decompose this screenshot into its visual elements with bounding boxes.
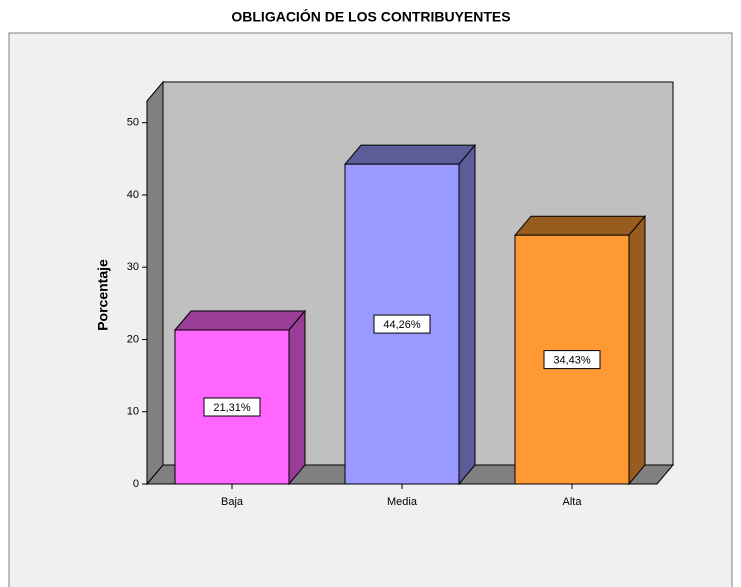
x-tick-label: Media bbox=[387, 496, 418, 508]
y-tick-label: 20 bbox=[127, 333, 139, 345]
y-tick-label: 0 bbox=[133, 478, 139, 490]
x-tick-label: Alta bbox=[563, 496, 583, 508]
y-tick-label: 50 bbox=[127, 117, 139, 129]
bar-top bbox=[173, 310, 307, 331]
value-label: 21,31% bbox=[213, 402, 251, 414]
y-axis-title: Porcentaje bbox=[95, 259, 111, 331]
bar-side bbox=[628, 214, 646, 486]
chart-title: OBLIGACIÓN DE LOS CONTRIBUYENTES bbox=[231, 8, 510, 25]
bar-side bbox=[458, 143, 476, 486]
bar-top bbox=[513, 215, 647, 236]
y-tick-label: 10 bbox=[127, 406, 139, 418]
bar-top bbox=[343, 144, 477, 165]
value-label-box bbox=[373, 314, 431, 334]
value-label-box bbox=[543, 350, 601, 370]
x-tick-label: Baja bbox=[221, 496, 244, 508]
value-label-box bbox=[203, 397, 261, 417]
y-tick-label: 40 bbox=[127, 189, 139, 201]
value-label: 44,26% bbox=[383, 319, 421, 331]
y-tick-label: 30 bbox=[127, 261, 139, 273]
bar-side bbox=[288, 309, 306, 486]
left-wall bbox=[146, 80, 164, 486]
value-label: 34,43% bbox=[553, 355, 591, 367]
